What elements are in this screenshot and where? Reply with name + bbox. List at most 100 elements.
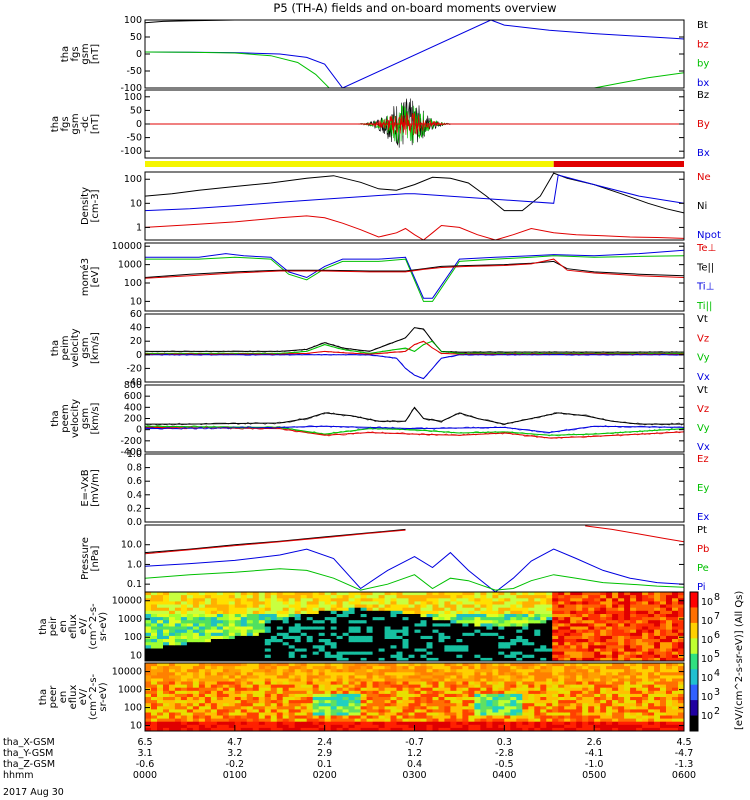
spectrogram-cell xyxy=(612,675,619,680)
spectrogram-cell xyxy=(414,635,422,640)
spectrogram-cell xyxy=(546,601,553,606)
spectrogram-cell xyxy=(252,693,260,698)
spectrogram-cell xyxy=(396,632,404,637)
spectrogram-cell xyxy=(228,607,236,612)
spectrogram-cell xyxy=(546,669,553,673)
spectrogram-cell xyxy=(258,690,266,695)
spectrogram-cell xyxy=(546,697,553,701)
spectrogram-cell xyxy=(210,727,218,731)
spectrogram-cell xyxy=(492,642,499,646)
spectrogram-cell xyxy=(288,703,296,707)
spectrogram-cell xyxy=(366,703,374,707)
spectrogram-cell xyxy=(204,697,212,701)
spectrogram-cell xyxy=(300,592,308,596)
spectrogram-cell xyxy=(504,657,511,661)
spectrogram-cell xyxy=(348,724,356,729)
spectrogram-cell xyxy=(630,693,637,698)
spectrogram-cell xyxy=(169,620,176,624)
spectrogram-cell xyxy=(180,592,188,596)
spectrogram-cell xyxy=(588,718,595,723)
spectrogram-cell xyxy=(606,620,613,624)
spectrogram-cell xyxy=(450,648,457,653)
spectrogram-cell xyxy=(606,651,613,656)
spectrogram-cell xyxy=(480,718,487,723)
spectrogram-cell xyxy=(426,601,434,606)
spectrogram-cell xyxy=(612,604,619,609)
spectrogram-cell xyxy=(258,601,266,606)
spectrogram-cell xyxy=(300,715,308,720)
spectrogram-cell xyxy=(504,601,511,606)
spectrogram-cell xyxy=(324,635,332,640)
spectrogram-cell xyxy=(198,592,206,596)
spectrogram-cell xyxy=(534,687,541,692)
spectrogram-cell xyxy=(432,592,440,596)
spectrogram-cell xyxy=(174,632,182,637)
y-tick-label: 0.6 xyxy=(127,476,142,487)
spectrogram-cell xyxy=(240,595,248,599)
spectrogram-cell xyxy=(426,666,434,670)
spectrogram-cell xyxy=(282,610,290,615)
spectrogram-cell xyxy=(576,727,583,731)
spectrogram-cell xyxy=(300,663,308,667)
spectrogram-cell xyxy=(342,687,350,692)
spectrogram-cell xyxy=(288,675,296,680)
spectrogram-cell xyxy=(270,669,278,673)
spectrogram-cell xyxy=(474,666,481,670)
spectrogram-cell xyxy=(666,663,673,667)
spectrogram-cell xyxy=(498,601,505,606)
spectrogram-cell xyxy=(246,690,254,695)
spectrogram-cell xyxy=(600,700,607,704)
spectrogram-cell xyxy=(618,681,625,686)
spectrogram-cell xyxy=(516,687,523,692)
spectrogram-cell xyxy=(270,709,278,714)
spectrogram-cell xyxy=(420,592,428,596)
spectrogram-cell xyxy=(480,709,487,714)
spectrogram-cell xyxy=(264,693,272,698)
spectrogram-cell xyxy=(624,601,631,606)
spectrogram-cell xyxy=(264,642,272,646)
spectrogram-cell xyxy=(648,675,655,680)
spectrogram-cell xyxy=(564,693,571,698)
spectrogram-cell xyxy=(384,703,392,707)
spectrogram-cell xyxy=(420,598,428,602)
spectrogram-cell xyxy=(258,620,266,624)
spectrogram-cell xyxy=(342,718,350,723)
spectrogram-cell xyxy=(414,632,422,637)
spectrogram-cell xyxy=(420,614,428,618)
spectrogram-cell xyxy=(222,697,230,701)
spectrogram-cell xyxy=(624,712,631,717)
spectrogram-cell xyxy=(588,712,595,717)
spectrogram-cell xyxy=(498,724,505,729)
spectrogram-cell xyxy=(276,690,284,695)
spectrogram-cell xyxy=(204,610,212,615)
spectrogram-cell xyxy=(282,727,290,731)
spectrogram-cell xyxy=(666,724,673,729)
spectrogram-cell xyxy=(276,598,284,602)
spectrogram-cell xyxy=(228,678,236,683)
spectrogram-cell xyxy=(432,601,440,606)
spectrogram-cell xyxy=(312,620,320,624)
spectrogram-cell xyxy=(576,669,583,673)
spectrogram-cell xyxy=(450,629,457,634)
spectrogram-cell xyxy=(456,657,463,661)
spectrogram-cell xyxy=(408,651,416,656)
spectrogram-cell xyxy=(234,712,242,717)
spectrogram-cell xyxy=(222,651,230,656)
spectrogram-cell xyxy=(456,715,463,720)
spectrogram-cell xyxy=(180,675,188,680)
spectrogram-cell xyxy=(498,648,505,653)
spectrogram-cell xyxy=(678,703,684,707)
spectrogram-cell xyxy=(240,712,248,717)
spectrogram-cell xyxy=(564,681,571,686)
spectrogram-cell xyxy=(468,681,475,686)
spectrogram-cell xyxy=(318,697,326,701)
spectrogram-cell xyxy=(384,672,392,676)
spectrogram-cell xyxy=(402,663,410,667)
spectrogram-cell xyxy=(654,669,661,673)
spectrogram-cell xyxy=(642,684,649,689)
spectrogram-cell xyxy=(276,663,284,667)
spectrogram-cell xyxy=(258,672,266,676)
spectrogram-cell xyxy=(234,700,242,704)
spectrogram-cell xyxy=(462,645,469,649)
spectrogram-cell xyxy=(600,610,607,615)
